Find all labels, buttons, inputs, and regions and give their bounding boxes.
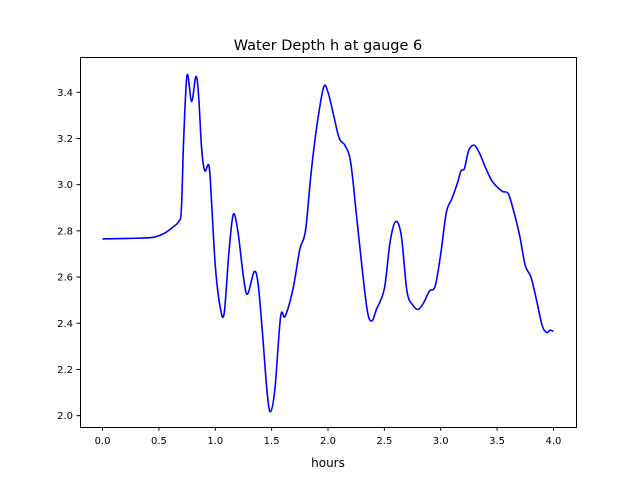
chart-title: Water Depth h at gauge 6 <box>234 38 422 54</box>
x-tick-label: 4.0 <box>546 436 562 447</box>
x-axis-label: hours <box>311 456 345 470</box>
x-tick-label: 1.0 <box>207 436 223 447</box>
x-tick-label: 3.5 <box>489 436 505 447</box>
x-tick-label: 1.5 <box>264 436 280 447</box>
y-tick-label: 2.8 <box>57 226 73 237</box>
x-tick-label: 0.5 <box>151 436 167 447</box>
y-tick-label: 2.6 <box>57 273 73 284</box>
x-tick-label: 2.0 <box>320 436 336 447</box>
y-tick-label: 3.2 <box>57 134 73 145</box>
y-tick-label: 2.2 <box>57 365 73 376</box>
y-tick-label: 2.0 <box>57 411 73 422</box>
x-tick-label: 0.0 <box>95 436 111 447</box>
y-tick-label: 2.4 <box>57 319 73 330</box>
y-tick-label: 3.4 <box>57 88 73 99</box>
x-tick-label: 3.0 <box>433 436 449 447</box>
plot-frame <box>80 57 577 428</box>
series-line-h <box>102 73 554 413</box>
x-tick-label: 2.5 <box>376 436 392 447</box>
y-tick-label: 3.0 <box>57 180 73 191</box>
